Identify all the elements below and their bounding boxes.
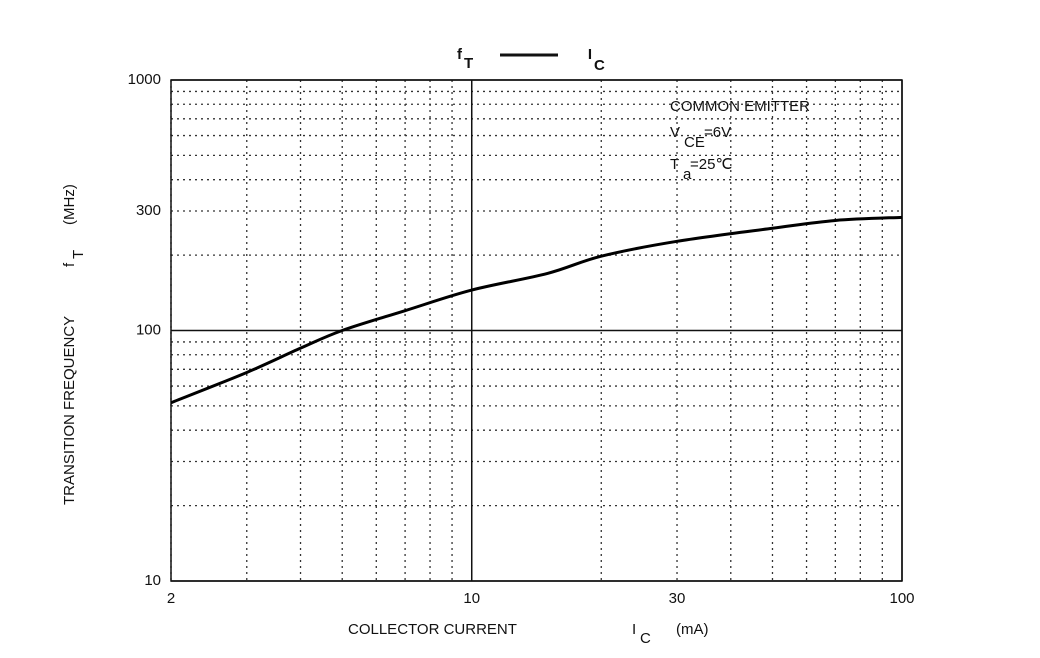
plot-frame [170, 79, 903, 582]
x-tick-label: 100 [889, 590, 914, 607]
x-tick-label: 2 [167, 590, 175, 607]
annotation: V [670, 124, 680, 141]
x-label-sub: C [640, 630, 651, 647]
x-label: COLLECTOR CURRENT [348, 621, 517, 638]
x-tick-label: 30 [669, 590, 686, 607]
title-y-symbol: f [457, 46, 463, 63]
data-line [170, 215, 903, 405]
title-y-sub: T [464, 55, 473, 72]
y-label: TRANSITION FREQUENCY [61, 316, 78, 505]
y-tick-label: 100 [136, 321, 161, 338]
y-tick-label: 10 [144, 572, 161, 589]
annotation: =25℃ [690, 156, 732, 173]
title-x-sub: C [594, 57, 605, 74]
y-tick-label: 300 [136, 202, 161, 219]
x-label-symbol: I [632, 621, 636, 638]
title-x-symbol: I [588, 46, 592, 63]
y-label-group: TRANSITION FREQUENCY f T (MHz) [61, 184, 87, 505]
x-tick-label: 10 [463, 590, 480, 607]
y-tick-label: 1000 [128, 71, 161, 88]
annotation: COMMON EMITTER [670, 98, 810, 115]
annotation-sub: CE [684, 134, 705, 151]
annotation: T [670, 156, 679, 173]
y-label-symbol: f [61, 262, 78, 267]
x-label-unit: (mA) [676, 621, 709, 638]
annotation-sub: a [683, 166, 692, 183]
y-label-sub: T [70, 250, 87, 259]
y-label-unit: (MHz) [61, 184, 78, 225]
annotation: =6V [704, 124, 731, 141]
